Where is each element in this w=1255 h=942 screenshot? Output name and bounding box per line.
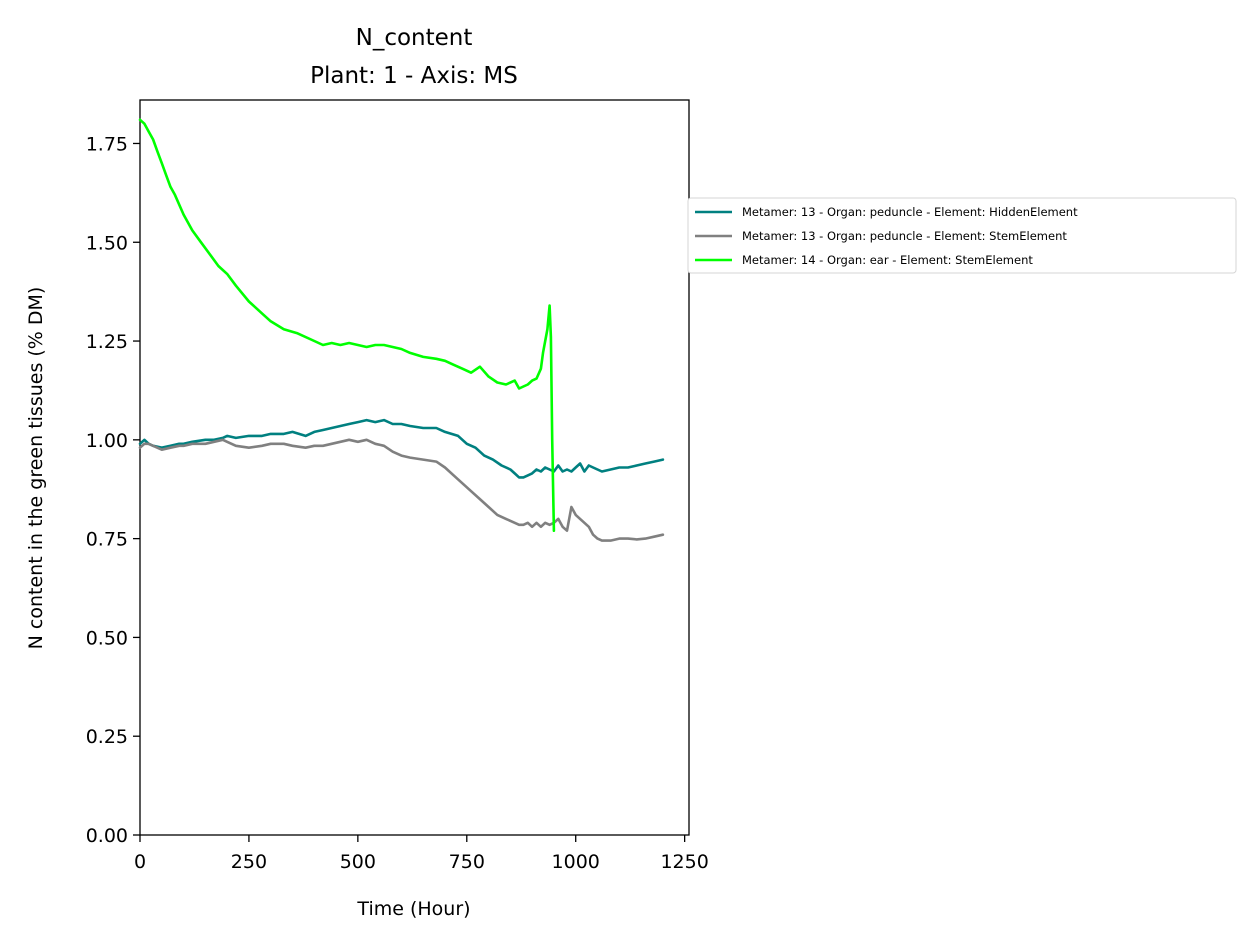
x-axis-label: Time (Hour) <box>356 898 470 920</box>
x-tick-label: 1000 <box>552 851 600 873</box>
y-tick-label: 0.75 <box>86 529 128 551</box>
chart-subtitle: Plant: 1 - Axis: MS <box>310 63 518 89</box>
y-tick-label: 1.00 <box>86 430 128 452</box>
legend: Metamer: 13 - Organ: peduncle - Element:… <box>687 197 1237 274</box>
chart-title: N_content <box>356 25 473 51</box>
x-tick-label: 250 <box>231 851 267 873</box>
plot-area <box>139 99 690 836</box>
x-tick-label: 500 <box>340 851 376 873</box>
y-tick-label: 1.50 <box>86 232 128 254</box>
legend-box <box>687 197 1237 274</box>
legend-label-3: Metamer: 14 - Organ: ear - Element: Stem… <box>742 253 1033 267</box>
x-tick-label: 0 <box>134 851 146 873</box>
y-tick-label: 0.00 <box>86 825 128 847</box>
x-tick-label: 750 <box>449 851 485 873</box>
y-tick-label: 1.25 <box>86 331 128 353</box>
legend-label-2: Metamer: 13 - Organ: peduncle - Element:… <box>742 229 1067 243</box>
y-tick-label: 0.25 <box>86 726 128 748</box>
y-axis: 0.00 0.25 0.50 0.75 1.00 1.25 1.50 1.75 <box>86 133 140 847</box>
x-axis: 0 250 500 750 1000 1250 <box>134 835 709 873</box>
y-axis-label: N content in the green tissues (% DM) <box>25 287 47 650</box>
series-line-3 <box>138 118 556 533</box>
x-tick-label: 1250 <box>660 851 708 873</box>
series-layer <box>138 118 665 542</box>
y-tick-label: 0.50 <box>86 627 128 649</box>
y-tick-label: 1.75 <box>86 133 128 155</box>
series-line-2 <box>138 438 665 542</box>
legend-label-1: Metamer: 13 - Organ: peduncle - Element:… <box>742 205 1078 219</box>
series-line-1 <box>138 418 665 479</box>
